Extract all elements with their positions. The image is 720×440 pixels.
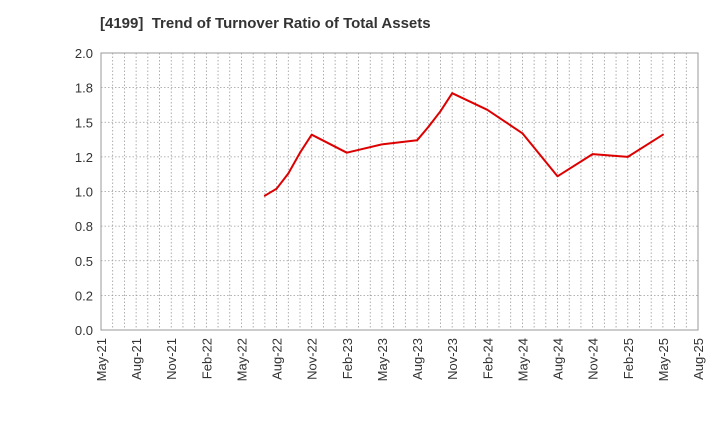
- x-tick-label: May-22: [234, 338, 249, 381]
- data-point: [416, 139, 418, 142]
- x-tick-label: Aug-21: [129, 338, 144, 380]
- data-point: [299, 151, 301, 154]
- data-point: [427, 125, 430, 128]
- data-point: [381, 143, 383, 146]
- data-point: [556, 175, 559, 178]
- x-tick-label: Nov-23: [445, 338, 460, 380]
- data-point: [275, 187, 278, 190]
- y-tick-label: 0.5: [75, 254, 93, 269]
- x-tick-label: Aug-25: [691, 338, 706, 380]
- y-tick-label: 1.0: [75, 185, 93, 200]
- data-point: [345, 151, 348, 154]
- x-tick-label: Nov-21: [164, 338, 179, 380]
- y-tick-label: 2.0: [75, 46, 93, 61]
- x-tick-label: Feb-24: [480, 338, 495, 379]
- data-point: [263, 194, 266, 197]
- axes: [100, 52, 699, 331]
- data-point: [486, 108, 489, 111]
- y-tick-label: 0.0: [75, 323, 93, 338]
- x-tick-label: Feb-23: [340, 338, 355, 379]
- x-tick-labels: May-21 Aug-21 Nov-21 Feb-22 May-22 Aug-22 Nov-…: [94, 338, 706, 381]
- x-tick-label: Aug-22: [270, 338, 285, 380]
- data-point: [287, 172, 290, 175]
- series-lines: [263, 92, 664, 197]
- x-tick-label: Aug-23: [410, 338, 425, 380]
- x-tick-label: May-23: [375, 338, 390, 381]
- y-tick-label: 1.5: [75, 115, 93, 130]
- data-point: [310, 133, 313, 136]
- x-tick-label: Aug-24: [551, 338, 566, 380]
- y-tick-labels: 0.0 0.2 0.5 0.8 1.0 1.2 1.5 1.8 2.0: [75, 46, 93, 338]
- chart-title: [4199] Trend of Turnover Ratio of Total …: [100, 15, 431, 32]
- grid-lines: [100, 53, 699, 330]
- x-tick-label: May-24: [515, 338, 530, 381]
- data-point: [521, 132, 524, 135]
- plot-area-frame: [100, 52, 699, 331]
- x-tick-label: Feb-22: [199, 338, 214, 379]
- data-point: [439, 110, 442, 113]
- x-tick-label: May-25: [656, 338, 671, 381]
- y-tick-label: 1.2: [75, 150, 93, 165]
- x-tick-label: May-21: [94, 338, 109, 381]
- data-point: [451, 92, 454, 95]
- data-point: [591, 153, 594, 156]
- x-tick-label: Nov-24: [586, 338, 601, 380]
- data-point: [661, 133, 664, 136]
- y-tick-label: 0.8: [75, 219, 93, 234]
- x-tick-label: Nov-22: [305, 338, 320, 380]
- y-tick-label: 0.2: [75, 288, 93, 303]
- x-tick-label: Feb-25: [621, 338, 636, 379]
- y-tick-label: 1.8: [75, 81, 93, 96]
- data-point: [626, 155, 629, 158]
